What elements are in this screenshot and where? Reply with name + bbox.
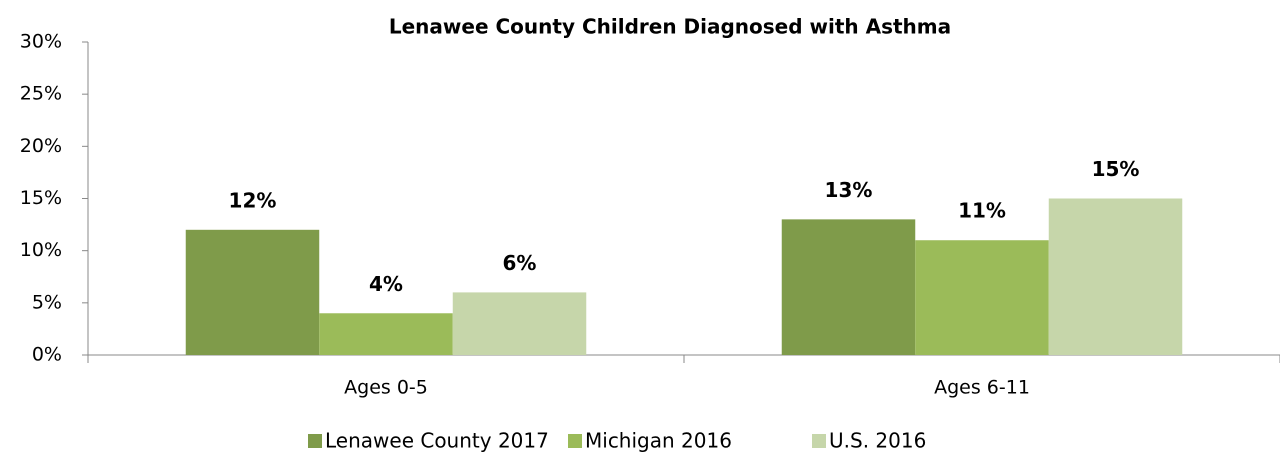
- value-label: 13%: [825, 178, 873, 202]
- legend-label: U.S. 2016: [829, 429, 926, 453]
- legend-label: Lenawee County 2017: [325, 429, 549, 453]
- x-tick-label: Ages 6-11: [934, 377, 1030, 399]
- bar: [319, 313, 453, 355]
- value-label: 15%: [1092, 157, 1140, 181]
- y-tick-label: 30%: [20, 31, 62, 53]
- value-label: 12%: [229, 188, 277, 212]
- value-label: 6%: [503, 251, 537, 275]
- bar: [452, 292, 587, 355]
- chart-title: Lenawee County Children Diagnosed with A…: [389, 15, 951, 39]
- value-label: 4%: [369, 272, 403, 296]
- x-tick-label: Ages 0-5: [344, 377, 428, 399]
- legend-swatch: [812, 434, 826, 448]
- value-label: 11%: [958, 199, 1006, 223]
- legend-swatch: [568, 434, 582, 448]
- legend-label: Michigan 2016: [585, 429, 732, 453]
- bar: [781, 219, 916, 355]
- y-tick-label: 10%: [20, 239, 62, 261]
- y-tick-label: 25%: [20, 83, 62, 105]
- bar: [915, 240, 1049, 355]
- legend-swatch: [308, 434, 322, 448]
- y-tick-label: 0%: [32, 344, 62, 366]
- bar: [185, 229, 320, 355]
- y-tick-label: 5%: [32, 291, 62, 313]
- bar: [1048, 198, 1183, 355]
- y-tick-label: 20%: [20, 135, 62, 157]
- y-tick-label: 15%: [20, 187, 62, 209]
